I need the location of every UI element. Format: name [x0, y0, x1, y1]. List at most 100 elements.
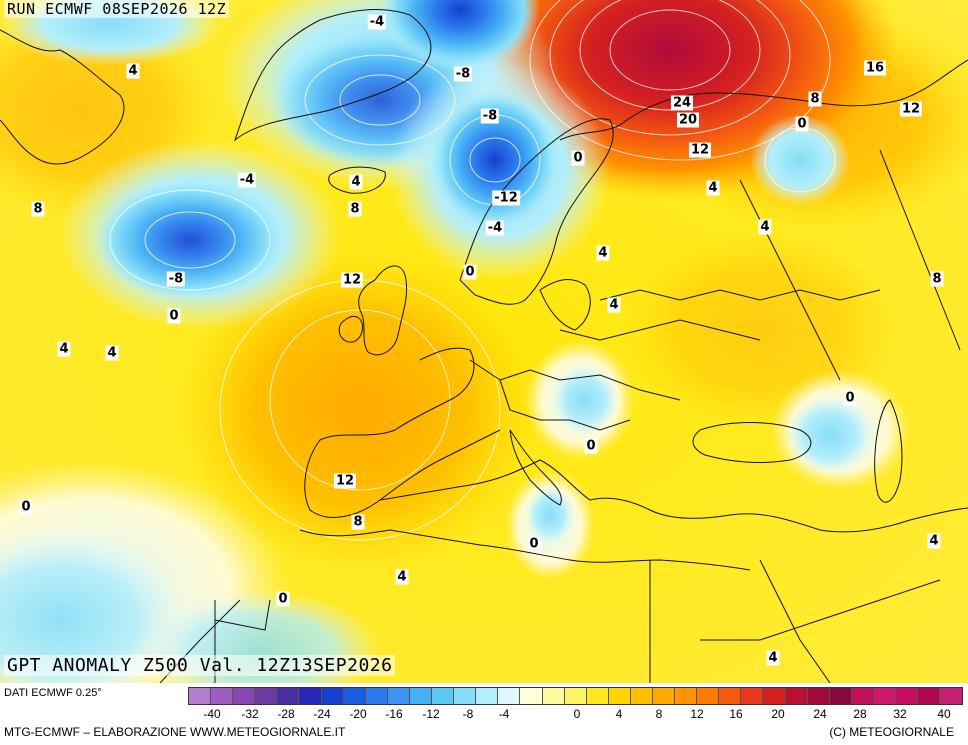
run-label: RUN ECMWF 08SEP2026 12Z	[4, 0, 230, 18]
contour-label: 8	[351, 514, 365, 530]
legend-tick-label: 16	[729, 707, 743, 721]
legend-swatch	[343, 688, 366, 704]
legend-swatch	[211, 688, 234, 704]
legend-swatch	[542, 688, 565, 704]
legend-swatch	[432, 688, 455, 704]
contour-label: -4	[237, 172, 257, 188]
contour-label: 0	[795, 116, 809, 132]
contour-label: 0	[584, 438, 598, 454]
contour-label: 8	[348, 201, 362, 217]
legend-swatch	[675, 688, 698, 704]
legend-tick-label: -32	[241, 707, 259, 721]
contour-label: -8	[166, 271, 186, 287]
legend-tick-label: -4	[498, 707, 510, 721]
cold-anomaly-atlantic	[95, 180, 285, 300]
contour-label: 0	[843, 390, 857, 406]
legend-swatch	[255, 688, 278, 704]
contour-label: 4	[596, 245, 610, 261]
contour-label: 8	[930, 271, 944, 287]
legend-swatch	[873, 688, 896, 704]
legend-swatch	[785, 688, 808, 704]
contour-label: 12	[340, 272, 364, 288]
legend-tick-label: 12	[690, 707, 704, 721]
legend-swatch	[233, 688, 256, 704]
contour-label: 0	[463, 264, 477, 280]
contour-label: 0	[167, 308, 181, 324]
color-scale-ticks: -40 -32 -28 -24 -20 -16 -12 -8 -4 0 4 8 12 16 20 24 28 32…	[188, 707, 966, 723]
legend-tick-label: 20	[771, 707, 785, 721]
legend-tick-label: -20	[349, 707, 367, 721]
legend-footer: DATI ECMWF 0.25° -40 -32 -28 -24 -20 -16 -12 -8…	[0, 683, 968, 745]
contour-label: 0	[276, 591, 290, 607]
contour-label: 0	[571, 150, 585, 166]
credit-right: (C) METEOGIORNALE	[829, 725, 954, 739]
legend-swatch	[409, 688, 433, 704]
legend-swatch	[277, 688, 300, 704]
legend-swatch	[520, 688, 543, 704]
contour-label: 4	[706, 180, 720, 196]
legend-tick-label: 4	[615, 707, 623, 721]
contour-label: 4	[766, 650, 780, 666]
cold-anomaly-norway	[430, 90, 560, 230]
contour-label: 4	[395, 569, 409, 585]
legend-swatch	[586, 688, 609, 704]
legend-swatch	[564, 688, 587, 704]
legend-swatch	[608, 688, 631, 704]
contour-label: 24	[670, 95, 694, 111]
contour-label: -8	[453, 66, 473, 82]
legend-swatch	[918, 688, 941, 704]
contour-label: 4	[758, 219, 772, 235]
legend-swatch	[851, 688, 874, 704]
contour-label: 4	[927, 533, 941, 549]
contour-label: -12	[492, 190, 520, 206]
legend-swatch	[829, 688, 852, 704]
legend-tick-label: 8	[655, 707, 663, 721]
legend-swatch	[299, 688, 322, 704]
legend-swatch	[896, 688, 919, 704]
legend-tick-label: -24	[313, 707, 331, 721]
map-title: GPT ANOMALY Z500 Val. 12Z13SEP2026	[4, 655, 396, 676]
legend-swatch	[365, 688, 388, 704]
contour-label: 12	[688, 142, 712, 158]
data-source-label: DATI ECMWF 0.25°	[4, 687, 102, 699]
contour-label: 4	[57, 341, 71, 357]
contour-label: 0	[19, 499, 33, 515]
legend-swatch	[763, 688, 786, 704]
contour-label: 16	[863, 60, 887, 76]
contour-label: 4	[126, 63, 140, 79]
legend-swatch	[630, 688, 653, 704]
legend-swatch	[940, 688, 963, 704]
contour-label: -4	[367, 14, 387, 30]
contour-label: 12	[899, 101, 923, 117]
contour-label: 8	[31, 201, 45, 217]
contour-label: 4	[349, 174, 363, 190]
anomaly-map	[0, 0, 968, 683]
contour-label: 12	[333, 473, 357, 489]
legend-swatch	[454, 688, 477, 704]
legend-swatch	[697, 688, 720, 704]
contour-label: -4	[485, 220, 505, 236]
legend-swatch	[741, 688, 764, 704]
legend-swatch	[321, 688, 344, 704]
contour-label: 4	[607, 297, 621, 313]
contour-label: -8	[480, 108, 500, 124]
credit-left: MTG-ECMWF – ELABORAZIONE WWW.METEOGIORNA…	[4, 725, 346, 739]
legend-tick-label: 32	[893, 707, 907, 721]
legend-swatch	[387, 688, 410, 704]
legend-tick-label: 0	[573, 707, 581, 721]
color-scale-bar	[188, 687, 964, 705]
legend-tick-label: -16	[385, 707, 403, 721]
contour-label: 20	[676, 112, 700, 128]
legend-tick-label: -12	[422, 707, 440, 721]
legend-tick-label: 40	[937, 707, 951, 721]
legend-swatch	[652, 688, 676, 704]
legend-swatch	[807, 688, 830, 704]
legend-tick-label: 24	[813, 707, 827, 721]
legend-swatch	[189, 688, 212, 704]
legend-swatch	[719, 688, 742, 704]
legend-swatch	[476, 688, 499, 704]
legend-tick-label: -28	[277, 707, 295, 721]
contour-label: 0	[527, 536, 541, 552]
legend-tick-label: 28	[853, 707, 867, 721]
contour-label: 4	[105, 345, 119, 361]
